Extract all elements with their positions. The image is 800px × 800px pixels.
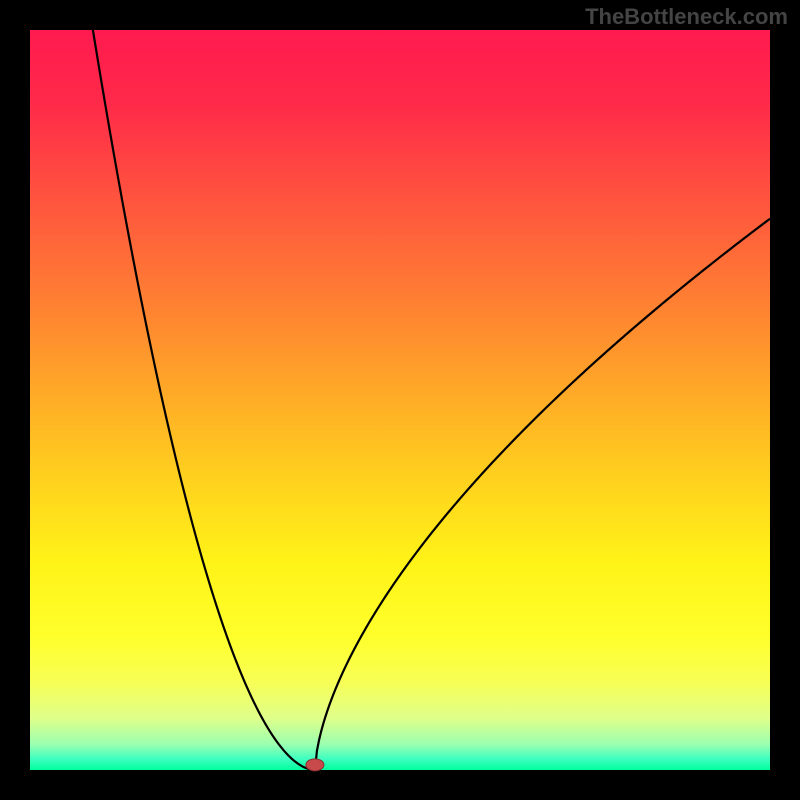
chart-svg bbox=[0, 0, 800, 800]
watermark-text: TheBottleneck.com bbox=[585, 4, 788, 30]
optimal-point-marker bbox=[306, 759, 324, 771]
gradient-background bbox=[30, 30, 770, 770]
bottleneck-chart: TheBottleneck.com bbox=[0, 0, 800, 800]
